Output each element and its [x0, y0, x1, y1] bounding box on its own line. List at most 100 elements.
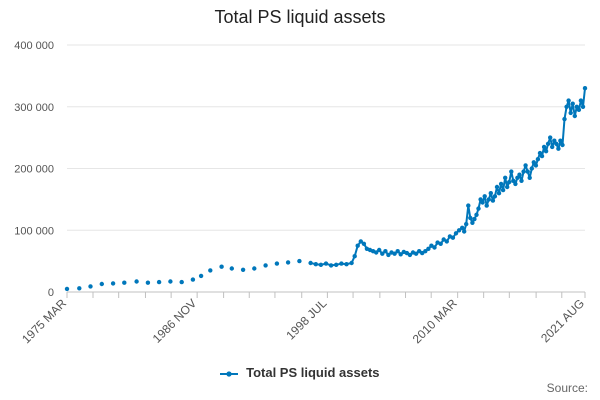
data-point	[395, 249, 400, 254]
data-point	[383, 249, 388, 254]
data-point	[99, 281, 105, 287]
data-point	[480, 200, 485, 205]
data-point	[566, 98, 571, 103]
data-point	[496, 191, 502, 196]
data-point	[374, 250, 379, 255]
data-point	[525, 169, 530, 174]
data-point	[523, 163, 528, 168]
data-point	[500, 187, 506, 193]
y-tick-label: 400 000	[14, 40, 54, 52]
data-point	[450, 235, 456, 240]
data-point	[229, 266, 234, 271]
data-point	[531, 160, 536, 165]
data-point	[240, 267, 246, 272]
data-point	[328, 263, 334, 268]
data-point	[462, 229, 467, 234]
data-point	[521, 169, 526, 174]
data-point	[285, 260, 291, 265]
data-point	[407, 252, 413, 258]
data-point	[513, 181, 518, 187]
data-point	[507, 179, 512, 185]
data-point	[582, 86, 588, 91]
data-point	[539, 153, 545, 159]
data-point	[318, 262, 324, 267]
data-point	[308, 260, 313, 266]
data-point	[562, 116, 567, 122]
data-point	[64, 286, 70, 292]
data-point	[252, 266, 257, 271]
data-point	[190, 277, 196, 282]
data-point	[474, 212, 479, 217]
data-point	[423, 249, 428, 254]
data-point	[484, 203, 489, 208]
data-point	[377, 247, 382, 253]
data-point	[550, 144, 555, 150]
y-tick-label: 300 000	[14, 102, 54, 114]
data-point	[476, 206, 481, 211]
x-tick-label: 1998 JUL	[283, 296, 329, 342]
data-point	[554, 141, 559, 146]
data-point	[564, 104, 569, 110]
data-point	[578, 98, 584, 103]
data-point	[263, 263, 268, 268]
data-point	[572, 113, 577, 119]
y-tick-label: 200 000	[14, 164, 54, 176]
data-point	[517, 172, 522, 177]
data-point	[355, 243, 360, 248]
series-layer	[64, 86, 588, 292]
data-point	[88, 284, 93, 289]
data-point	[386, 252, 391, 258]
data-point	[482, 194, 487, 199]
data-point	[456, 228, 462, 233]
legend-label: Total PS liquid assets	[246, 365, 380, 380]
data-point	[460, 225, 465, 230]
data-point	[498, 181, 504, 187]
data-point	[541, 144, 547, 150]
axes	[66, 291, 586, 298]
x-tick-label: 2021 AUG	[538, 296, 587, 345]
data-point	[515, 175, 520, 180]
data-point	[470, 220, 475, 225]
data-point	[527, 175, 532, 180]
data-point	[122, 280, 127, 285]
data-point	[519, 178, 524, 183]
data-point	[453, 231, 459, 236]
data-point	[464, 221, 469, 227]
data-point	[208, 268, 213, 273]
data-point	[576, 107, 582, 113]
x-tick-label: 1975 MAR	[19, 296, 69, 346]
series-line	[310, 88, 586, 267]
data-point	[492, 194, 498, 199]
data-point	[352, 254, 357, 259]
x-tick-label: 2010 MAR	[410, 296, 460, 346]
data-point	[413, 251, 419, 256]
data-point	[466, 203, 471, 208]
data-point	[339, 261, 344, 266]
data-point	[535, 157, 541, 162]
data-point	[488, 191, 493, 196]
data-point	[543, 149, 549, 154]
data-point	[432, 245, 437, 250]
data-point	[156, 279, 162, 285]
data-point	[545, 141, 551, 146]
data-point	[145, 280, 151, 285]
data-point	[486, 197, 491, 202]
data-point	[274, 261, 280, 266]
data-point	[361, 241, 367, 246]
data-point	[323, 261, 329, 266]
data-point	[533, 163, 539, 168]
data-point	[426, 246, 431, 251]
data-point	[358, 239, 363, 244]
data-point	[494, 184, 500, 190]
data-point	[560, 142, 565, 148]
chart-title: Total PS liquid assets	[214, 7, 386, 27]
data-point	[468, 215, 473, 221]
data-point	[398, 252, 403, 257]
legend[interactable]: Total PS liquid assets	[0, 365, 600, 380]
data-point	[349, 260, 354, 266]
data-point	[548, 135, 553, 140]
data-point	[334, 262, 339, 267]
source-label: Source:	[546, 381, 588, 395]
data-point	[313, 262, 318, 267]
y-tick-label: 0	[48, 287, 54, 299]
